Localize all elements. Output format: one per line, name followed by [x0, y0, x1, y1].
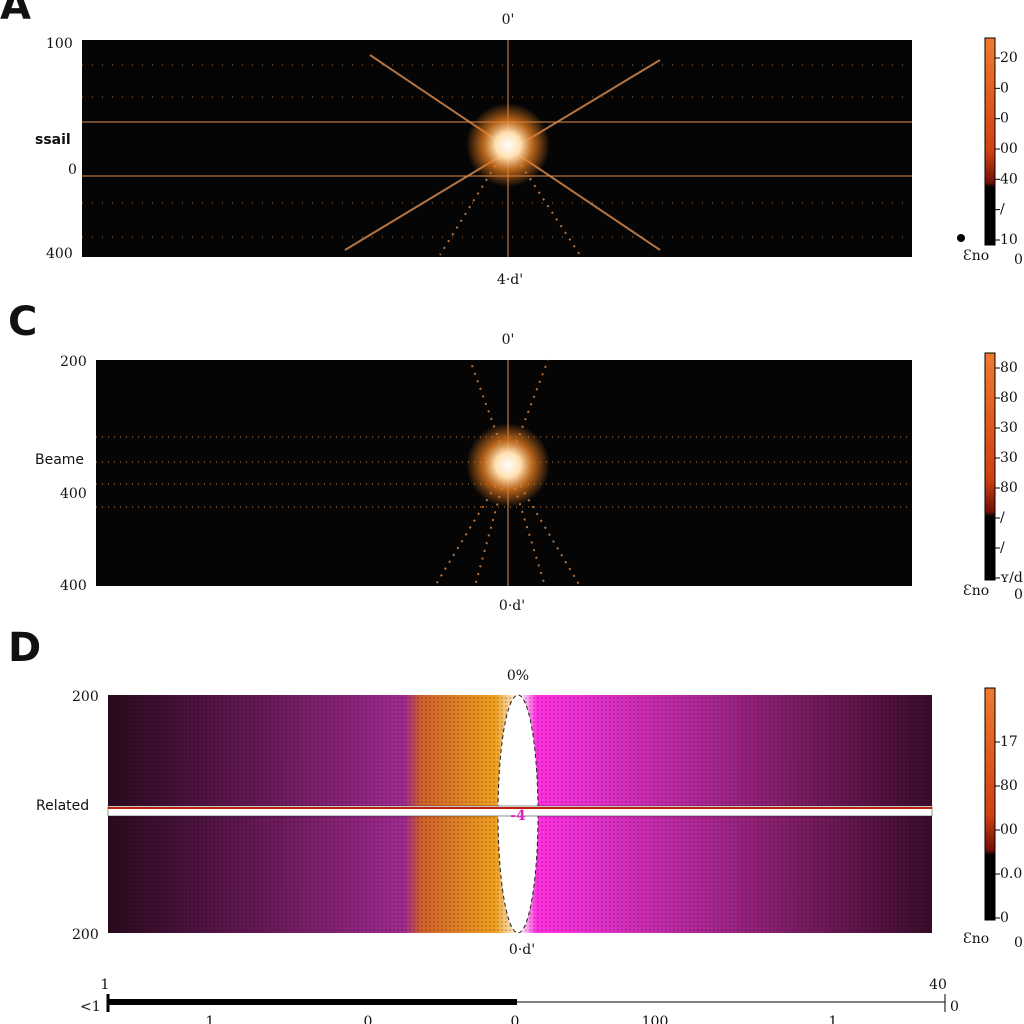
colorbar-tick-label: / [1000, 540, 1005, 556]
glow [466, 423, 550, 507]
top-label: 0' [502, 332, 515, 348]
axis-tick-label: 1 [829, 1014, 838, 1024]
colorbar-footer: Ɛno [963, 248, 989, 264]
bottom-label: 0·d' [499, 598, 525, 614]
colorbar-footer: Ɛno [963, 583, 989, 599]
side-label: Beame [35, 452, 84, 468]
y-label: 0 [68, 162, 77, 178]
colorbar-tick-label: 0 [1000, 111, 1009, 127]
colorbar-tick-label: 20 [1000, 50, 1018, 66]
axis-tick-label: 100 [642, 1014, 669, 1024]
bottom-label: 0·d' [509, 942, 535, 958]
axis-label: <1 [80, 999, 101, 1015]
panel-c: C 0' 200 Beame 400 400 0·d' 80 80 30 30 80 / /… [8, 299, 1023, 614]
y-label: 200 [60, 354, 87, 370]
colorbar-tick-label: 0 [1000, 80, 1009, 96]
colorbar-tick-label: 80 [1000, 778, 1018, 794]
colorbar-tick-label: 17 [1000, 734, 1018, 750]
panel-label: C [8, 299, 37, 345]
axis-tick-label: 0 [364, 1014, 373, 1024]
top-label: 0' [502, 12, 515, 28]
colorbar-tick-label: 0.0 [1000, 866, 1022, 882]
marker [957, 234, 965, 242]
panel-label: A [0, 0, 31, 29]
colorbar-tick-label: ʏ/d [1000, 570, 1023, 586]
axis-tick-label: 0 [511, 1014, 520, 1024]
colorbar-footer: 0 [1014, 935, 1023, 951]
colorbar [984, 687, 996, 921]
annotation: -4 [510, 808, 526, 824]
colorbar-tick-label: / [1000, 510, 1005, 526]
y-label: 100 [46, 36, 73, 52]
colorbar [984, 352, 996, 581]
colorbar-tick-label: 0 [1000, 910, 1009, 926]
y-label: 400 [46, 246, 73, 262]
panel-label: D [8, 625, 41, 671]
band [107, 805, 933, 817]
bottom-axis: 1 40 <1 0 1 0 0 100 1 [80, 977, 959, 1024]
colorbar-footer: 0 [1014, 252, 1023, 268]
top-label: 0% [507, 668, 529, 684]
colorbar-tick-label: 80 [1000, 390, 1018, 406]
colorbar-tick-label: 40 [1000, 171, 1018, 187]
colorbar-footer: Ɛno [963, 931, 989, 947]
colorbar-tick-label: 00 [1000, 141, 1018, 157]
panel-d: D 0% -4 200 Related 200 0·d' 1780000.00Ɛ… [8, 625, 1023, 958]
colorbar-tick-label: 10 [1000, 232, 1018, 248]
glow [466, 103, 550, 187]
colorbar-footer: 0 [1014, 587, 1023, 603]
axis-label: 1 [101, 977, 110, 993]
colorbar [984, 37, 996, 246]
axis-tick-label: 1 [206, 1014, 215, 1024]
bottom-label: 4·d' [497, 272, 523, 288]
colorbar-tick-label: 80 [1000, 480, 1018, 496]
axis-label: 40 [929, 977, 947, 993]
panel-a: A 0' 100 0 400 ssail 4·d' 20000040/10Ɛno… [0, 0, 1023, 288]
side-label: ssail [35, 132, 71, 148]
y-label: 400 [60, 486, 87, 502]
axis-bar [108, 999, 517, 1005]
side-label: Related [36, 798, 89, 814]
y-label: 200 [72, 927, 99, 943]
y-label: 200 [72, 689, 99, 705]
colorbar-tick-label: / [1000, 202, 1005, 218]
y-label: 400 [60, 578, 87, 594]
colorbar-tick-label: 00 [1000, 822, 1018, 838]
colorbar-tick-label: 30 [1000, 450, 1018, 466]
colorbar-tick-label: 30 [1000, 420, 1018, 436]
colorbar-tick-label: 80 [1000, 360, 1018, 376]
axis-label: 0 [950, 999, 959, 1015]
